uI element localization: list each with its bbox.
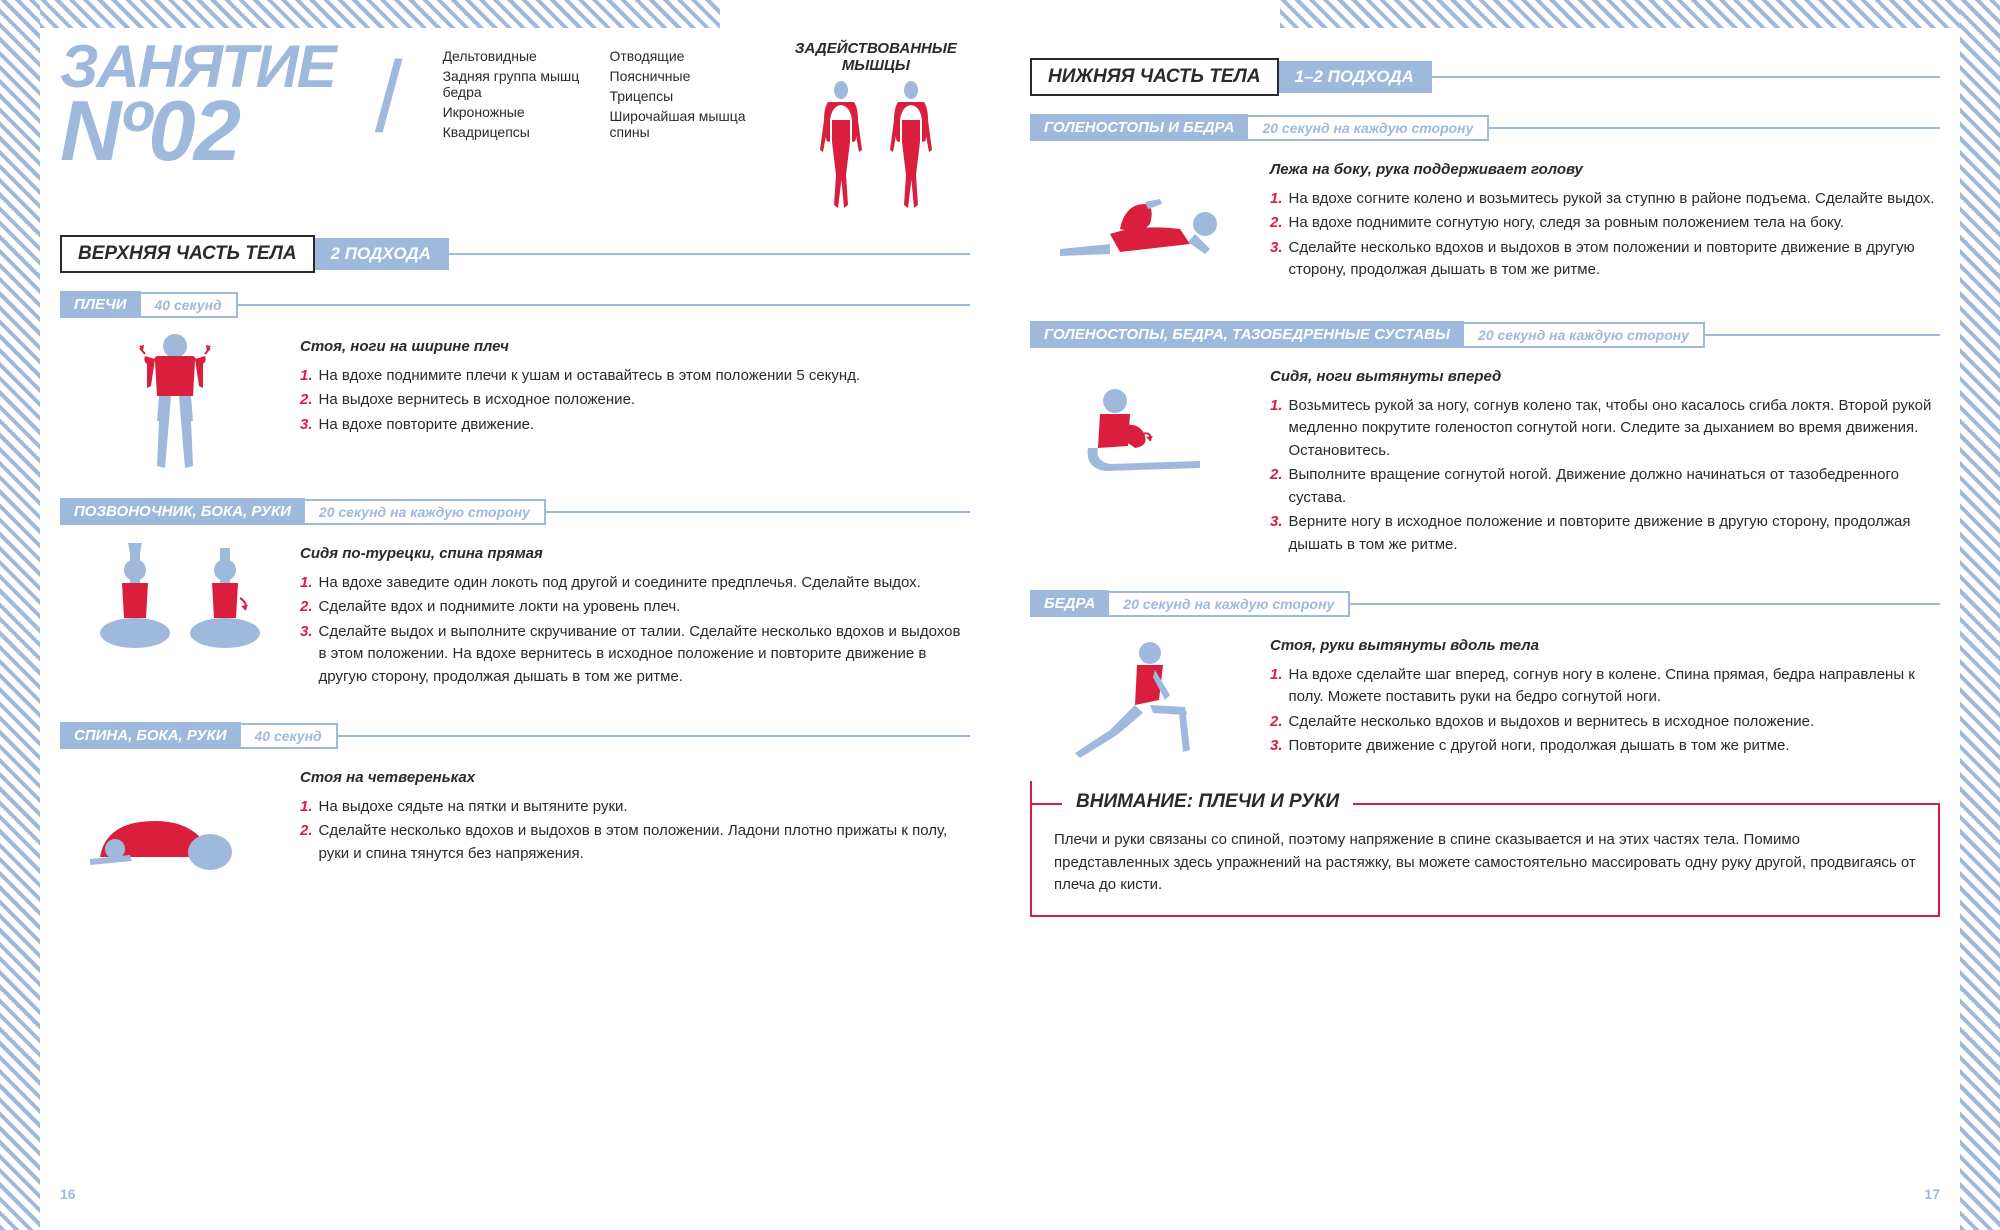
exercise-band-back: СПИНА, БОКА, РУКИ 40 секунд [60,722,970,749]
exercise-band-hips: БЕДРА 20 секунд на каждую сторону [1030,590,1940,617]
stripe-decoration [0,0,40,1230]
anatomy-front-icon [810,80,872,210]
exercise-position: Лежа на боку, рука поддерживает голову [1270,159,1940,182]
exercise-lying-side-icon [1050,159,1240,289]
exercise-position: Сидя по-турецки, спина прямая [300,543,970,566]
section-upper-body: ВЕРХНЯЯ ЧАСТЬ ТЕЛА 2 ПОДХОДА [60,235,970,273]
page-number: 17 [1924,1186,1940,1202]
warning-box: ВНИМАНИЕ: ПЛЕЧИ И РУКИ Плечи и руки связ… [1030,803,1940,917]
divider-slash: / [375,40,403,155]
exercise-band-shoulders: ПЛЕЧИ 40 секунд [60,291,970,318]
stripe-decoration [40,0,720,28]
exercise-sitting-forward-icon [1050,366,1240,496]
exercise-childpose-icon [80,767,270,897]
exercise-position: Стоя на четвереньках [300,767,970,790]
exercise-position: Стоя, руки вытянуты вдоль тела [1270,635,1940,658]
exercise-position: Сидя, ноги вытянуты вперед [1270,366,1940,389]
anatomy-diagram: ЗАДЕЙСТВОВАННЫЕ МЫШЦЫ [782,40,970,210]
exercise-band-ankles-hips: ГОЛЕНОСТОПЫ И БЕДРА 20 секунд на каждую … [1030,114,1940,141]
right-page: НИЖНЯЯ ЧАСТЬ ТЕЛА 1–2 ПОДХОДА ГОЛЕНОСТОП… [1030,40,1940,1210]
section-lower-body: НИЖНЯЯ ЧАСТЬ ТЕЛА 1–2 ПОДХОДА [1030,58,1940,96]
exercise-band-spine: ПОЗВОНОЧНИК, БОКА, РУКИ 20 секунд на каж… [60,498,970,525]
exercise-lunge-icon [1050,635,1240,765]
exercise-band-ankles-hips-joints: ГОЛЕНОСТОПЫ, БЕДРА, ТАЗОБЕДРЕННЫЕ СУСТАВ… [1030,321,1940,348]
exercise-position: Стоя, ноги на ширине плеч [300,336,970,359]
exercise-standing-icon [80,336,270,466]
session-title: ЗАНЯТИЕ Nº02 [60,40,335,171]
exercise-sitting-cross-icon [80,543,270,673]
left-page: ЗАНЯТИЕ Nº02 / Дельтовидные Задняя групп… [60,40,970,1210]
anatomy-back-icon [880,80,942,210]
page-number: 16 [60,1186,76,1202]
muscle-list: Дельтовидные Задняя группа мышц бедра Ик… [443,40,752,140]
stripe-decoration [1280,0,1960,28]
stripe-decoration [1960,0,2000,1230]
